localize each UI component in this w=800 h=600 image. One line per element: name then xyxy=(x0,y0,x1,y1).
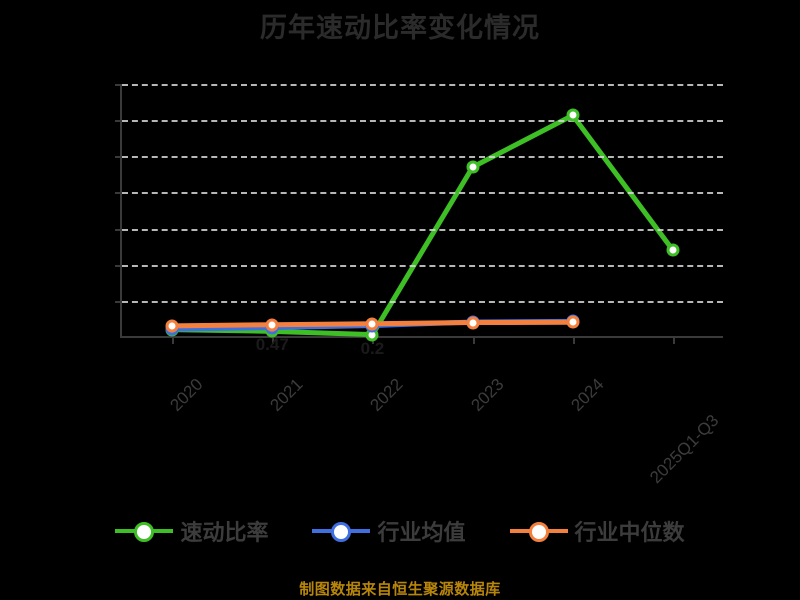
y-axis-spine xyxy=(120,84,122,337)
x-axis-tick-label: 2023 xyxy=(466,374,508,415)
data-point-marker xyxy=(265,318,279,332)
gridline xyxy=(122,228,723,231)
data-point-marker xyxy=(466,160,480,174)
plot-area xyxy=(122,84,723,338)
legend-item[interactable]: 行业均值 xyxy=(312,515,466,547)
gridline xyxy=(122,84,723,86)
x-axis-tick-mark xyxy=(272,337,275,344)
x-axis-tick-label: 2021 xyxy=(266,374,307,415)
x-axis-spine xyxy=(120,336,723,338)
gridline xyxy=(122,300,723,303)
series-line xyxy=(169,112,676,338)
y-axis-tick-mark xyxy=(115,84,122,86)
legend-label: 行业中位数 xyxy=(574,520,685,545)
y-axis-tick-mark xyxy=(115,156,122,159)
x-axis-tick-label: 2022 xyxy=(366,374,407,415)
y-axis-tick-mark xyxy=(115,300,122,303)
y-axis-tick-mark xyxy=(115,228,122,231)
legend-item[interactable]: 速动比率 xyxy=(115,515,268,547)
chart-legend: 速动比率 行业均值 行业中位数 xyxy=(0,515,800,547)
x-axis-tick-label: 2024 xyxy=(567,374,608,415)
gridline xyxy=(122,192,723,195)
gridline xyxy=(122,156,723,159)
data-point-marker xyxy=(466,316,480,330)
x-axis-tick-mark xyxy=(472,337,475,344)
x-axis-tick-label: 2020 xyxy=(166,374,207,415)
gridline xyxy=(122,264,723,267)
data-point-marker xyxy=(666,243,680,257)
y-axis-tick-mark xyxy=(115,264,122,267)
legend-marker-icon xyxy=(115,520,174,542)
legend-marker-icon xyxy=(312,520,371,542)
y-axis-tick-mark xyxy=(115,120,122,123)
data-point-label: 0.47 xyxy=(255,335,289,355)
data-point-marker xyxy=(566,108,580,122)
x-axis-tick-mark xyxy=(672,337,675,344)
data-point-label: 0.2 xyxy=(360,338,385,358)
legend-label: 行业均值 xyxy=(377,520,466,545)
x-axis-tick-label: 2025Q1-Q3 xyxy=(646,410,723,488)
y-axis-tick-mark xyxy=(115,192,122,195)
footer-credit: 制图数据来自恒生聚源数据库 xyxy=(299,581,501,598)
legend-label: 速动比率 xyxy=(180,520,269,545)
x-axis-tick-mark xyxy=(572,337,575,344)
data-point-marker xyxy=(365,317,379,331)
data-point-marker xyxy=(566,315,580,329)
legend-marker-icon xyxy=(509,520,568,542)
gridline xyxy=(122,120,723,123)
page-title: 历年速动比率变化情况 xyxy=(260,13,540,43)
data-point-marker xyxy=(165,319,179,333)
x-axis-tick-mark xyxy=(172,337,175,344)
legend-item[interactable]: 行业中位数 xyxy=(509,515,685,547)
